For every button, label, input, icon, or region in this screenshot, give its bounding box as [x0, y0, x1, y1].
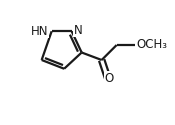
Text: HN: HN [31, 25, 48, 38]
Text: OCH₃: OCH₃ [137, 38, 168, 52]
Text: N: N [74, 24, 82, 36]
Text: O: O [104, 72, 114, 85]
